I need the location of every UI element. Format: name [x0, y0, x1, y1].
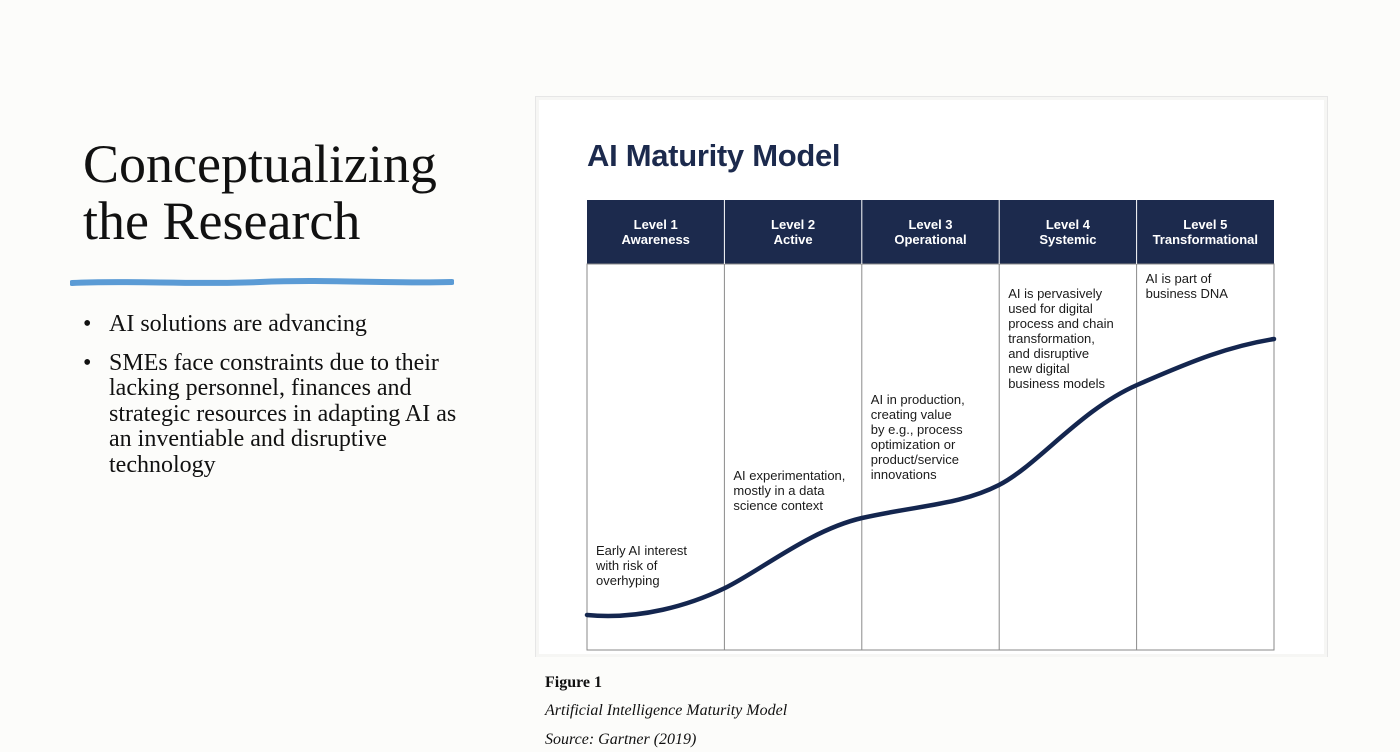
level-number: Level 2: [771, 217, 815, 232]
bullet-text: SMEs face constraints due to their lacki…: [109, 349, 457, 478]
level-description-line: mostly in a data: [733, 483, 825, 498]
figure-heading: AI Maturity Model: [587, 138, 841, 173]
figure-caption: Artificial Intelligence Maturity Model: [545, 702, 788, 719]
level-number: Level 1: [634, 217, 678, 232]
level-description-line: Early AI interest: [596, 543, 687, 558]
bullet-text: AI solutions are advancing: [109, 311, 367, 337]
level-description-line: process and chain: [1008, 316, 1114, 331]
figure-source: Source: Gartner (2019): [545, 731, 697, 748]
bullet-item: • SMEs face constraints due to their lack…: [83, 349, 457, 478]
bullet-list: • AI solutions are advancing • SMEs face c…: [83, 311, 473, 491]
level-name: Awareness: [621, 232, 689, 247]
level-description-line: AI is part of: [1146, 271, 1212, 286]
level-description-line: AI in production,: [871, 392, 965, 407]
level-description-line: overhyping: [596, 573, 660, 588]
level-description-line: transformation,: [1008, 331, 1095, 346]
slide-title: Conceptualizing the Research: [83, 134, 437, 251]
level-header-band: [587, 200, 1274, 264]
level-body-frame: [586, 263, 1275, 651]
level-description-line: creating value: [871, 407, 952, 422]
level-description-line: innovations: [871, 467, 937, 482]
level-name: Active: [774, 232, 813, 247]
level-description-line: AI is pervasively: [1008, 286, 1102, 301]
title-underline: [70, 278, 454, 286]
level-description-line: product/service: [871, 452, 959, 467]
level-description-line: AI experimentation,: [733, 468, 845, 483]
level-description-line: and disruptive: [1008, 346, 1089, 361]
level-name: Systemic: [1039, 232, 1096, 247]
level-name: Operational: [894, 232, 966, 247]
maturity-curve: [584, 336, 1277, 619]
level-number: Level 4: [1046, 217, 1091, 232]
level-description-line: new digital: [1008, 361, 1070, 376]
level-description-line: used for digital: [1008, 301, 1093, 316]
level-description-line: by e.g., process: [871, 422, 963, 437]
bullet-item: • AI solutions are advancing: [83, 311, 367, 337]
level-description-line: science context: [733, 498, 823, 513]
level-name: Transformational: [1153, 232, 1258, 247]
figure-label: Figure 1: [545, 674, 603, 691]
level-number: Level 3: [908, 217, 952, 232]
level-description-line: optimization or: [871, 437, 956, 452]
level-description-line: business models: [1008, 376, 1105, 391]
level-description-line: with risk of: [595, 558, 658, 573]
level-number: Level 5: [1183, 217, 1227, 232]
level-description-line: business DNA: [1146, 286, 1229, 301]
